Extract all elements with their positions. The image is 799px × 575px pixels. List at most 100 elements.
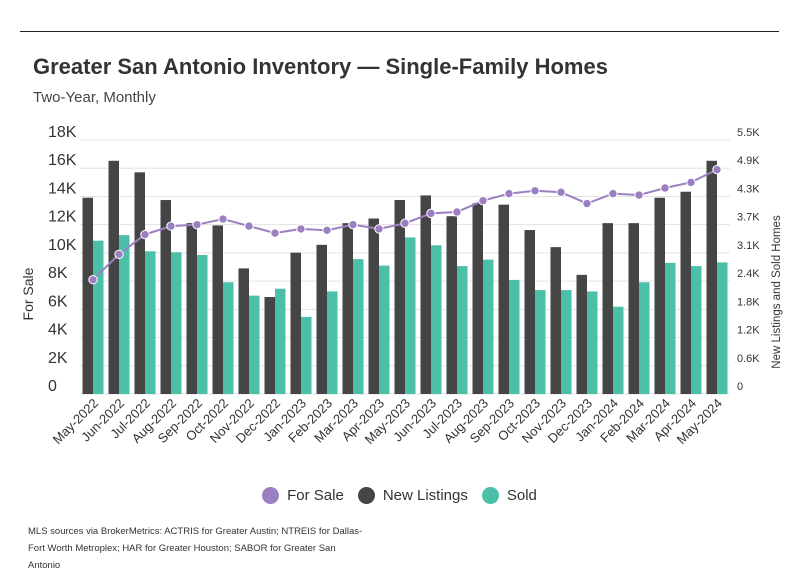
right-axis-tick-label: 1.8K [737, 296, 760, 308]
bar-sold [509, 279, 520, 394]
bar-new-listings [134, 172, 145, 394]
bar-new-listings [316, 244, 327, 394]
bar-new-listings [524, 230, 535, 394]
right-axis-tick-label: 0 [737, 381, 743, 393]
bar-new-listings [706, 160, 717, 394]
bar-sold [457, 266, 468, 394]
left-axis-tick-label: 12K [48, 209, 77, 226]
bar-new-listings [108, 160, 119, 394]
bar-new-listings [680, 191, 691, 394]
for-sale-point [608, 188, 618, 199]
page-title: Greater San Antonio Inventory — Single-F… [33, 54, 608, 79]
for-sale-point [218, 214, 228, 224]
for-sale-point [530, 186, 540, 196]
for-sale-point [88, 275, 98, 285]
bar-new-listings [238, 268, 249, 394]
right-axis-tick-label: 3.1K [737, 240, 760, 252]
for-sale-point [244, 221, 254, 231]
bar-new-listings [420, 195, 431, 394]
bar-sold [561, 290, 572, 394]
bar-sold [587, 291, 598, 394]
bar-sold [275, 288, 286, 394]
for-sale-point [712, 164, 722, 175]
right-axis-tick-label: 2.4K [737, 268, 760, 280]
bar-sold [665, 262, 676, 394]
bar-new-listings [212, 225, 223, 394]
bar-new-listings [550, 247, 561, 394]
top-rule [20, 31, 779, 32]
bar-new-listings [342, 223, 353, 394]
for-sale-point [322, 225, 332, 236]
left-axis-title: For Sale [20, 267, 36, 320]
left-axis-tick-label: 14K [48, 180, 77, 197]
for-sale-point [686, 177, 696, 188]
bar-new-listings [576, 274, 587, 394]
bar-new-listings [498, 204, 509, 394]
bar-sold [717, 262, 728, 394]
legend-label-sold: Sold [506, 487, 537, 504]
for-sale-point [504, 188, 514, 199]
for-sale-point [582, 198, 592, 209]
for-sale-point [556, 187, 566, 197]
bar-new-listings [82, 197, 93, 394]
bar-sold [301, 316, 312, 394]
left-axis-tick-label: 10K [48, 237, 77, 254]
for-sale-point [140, 229, 150, 240]
bar-sold [431, 245, 442, 394]
legend-swatch-new-listings [357, 487, 375, 504]
for-sale-point [660, 183, 670, 193]
bar-new-listings [368, 218, 379, 394]
left-axis-tick-label: 4K [48, 322, 68, 339]
bar-new-listings [628, 223, 639, 394]
legend-swatch-for-sale [262, 487, 280, 504]
left-axis-tick-label: 18K [48, 124, 77, 141]
left-axis-tick-label: 8K [48, 265, 68, 282]
left-axis-tick-label: 16K [48, 152, 77, 169]
right-axis-tick-label: 1.2K [737, 325, 760, 337]
for-sale-point [400, 218, 410, 228]
bar-sold [93, 240, 104, 394]
for-sale-point [348, 219, 358, 230]
for-sale-point [166, 221, 176, 231]
bar-sold [197, 254, 208, 394]
legend-label-for-sale: For Sale [287, 487, 344, 504]
bar-sold [119, 235, 130, 394]
bar-new-listings [264, 297, 275, 394]
legend-item-for-sale: For Sale [262, 487, 344, 504]
bar-new-listings [654, 197, 665, 394]
right-axis-title: New Listings and Sold Homes [771, 215, 783, 369]
legend-label-new-listings: New Listings [382, 487, 468, 504]
bar-new-listings [602, 223, 613, 394]
for-sale-point [374, 224, 384, 234]
left-axis-tick-label: 2K [48, 350, 68, 367]
source-note: MLS sources via BrokerMetrics: ACTRIS fo… [28, 526, 363, 571]
left-axis-tick-label: 0 [48, 378, 57, 395]
bar-sold [353, 259, 364, 394]
for-sale-point [296, 224, 306, 234]
right-axis-tick-label: 4.3K [737, 183, 760, 195]
page-subtitle: Two-Year, Monthly [33, 89, 156, 106]
bar-sold [639, 282, 650, 394]
bar-sold [379, 265, 390, 394]
for-sale-point [426, 208, 436, 219]
bar-sold [145, 251, 156, 394]
for-sale-point [114, 249, 124, 260]
for-sale-point [634, 190, 644, 200]
legend-swatch-sold [481, 487, 499, 504]
for-sale-point [478, 195, 488, 206]
for-sale-point [270, 228, 280, 238]
bar-sold [327, 291, 338, 394]
bar-sold [171, 252, 182, 394]
bar-new-listings [290, 252, 301, 394]
right-axis-tick-label: 4.9K [737, 155, 760, 167]
bar-new-listings [472, 203, 483, 394]
bar-sold [223, 282, 234, 394]
bar-sold [483, 259, 494, 394]
bar-sold [613, 306, 624, 394]
bar-sold [691, 266, 702, 394]
bar-sold [405, 237, 416, 394]
for-sale-point [192, 219, 202, 230]
bar-new-listings [446, 216, 457, 394]
right-axis-tick-label: 5.5K [737, 127, 760, 139]
